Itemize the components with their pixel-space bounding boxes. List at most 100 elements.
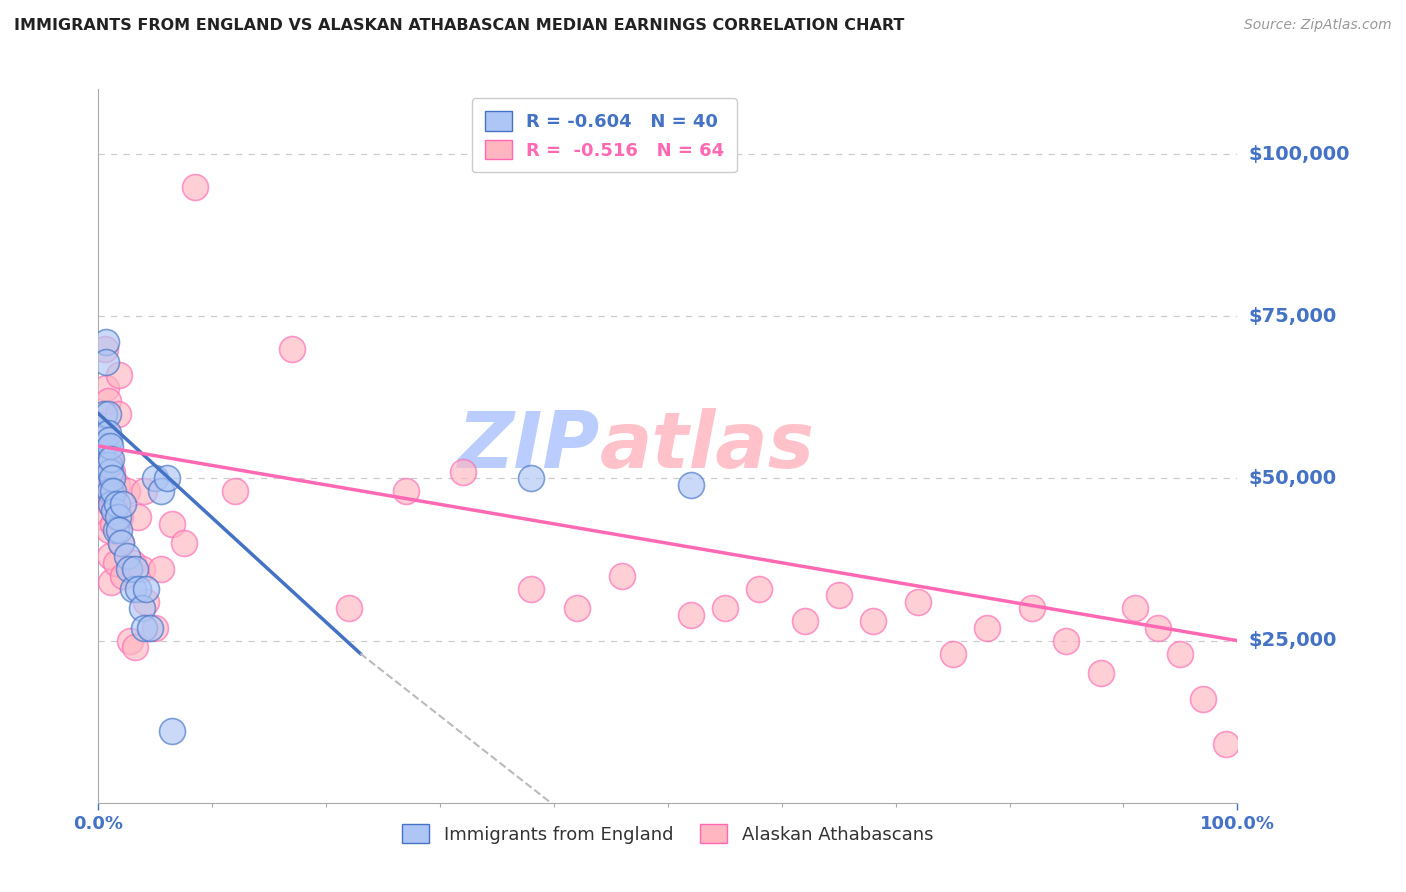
Point [100, 575, 122, 590]
Point [105, 497, 128, 511]
Point [451, 465, 474, 479]
Point [98, 465, 121, 479]
Point [162, 724, 184, 739]
Point [121, 556, 143, 570]
Point [90, 425, 112, 440]
Point [101, 465, 124, 479]
Point [127, 582, 149, 596]
Point [1170, 647, 1192, 661]
Text: IMMIGRANTS FROM ENGLAND VS ALASKAN ATHABASCAN MEDIAN EARNINGS CORRELATION CHART: IMMIGRANTS FROM ENGLAND VS ALASKAN ATHAB… [14, 18, 904, 33]
Text: $25,000: $25,000 [1249, 632, 1337, 650]
Point [395, 484, 418, 499]
Point [1054, 633, 1078, 648]
Point [96, 407, 118, 421]
Point [108, 510, 131, 524]
Point [97, 433, 120, 447]
Point [793, 614, 815, 628]
Point [103, 484, 125, 499]
Point [108, 368, 131, 382]
Point [93, 510, 115, 524]
Point [96, 354, 118, 368]
Point [98, 439, 121, 453]
Point [1090, 666, 1112, 681]
Point [679, 607, 702, 622]
Point [1215, 738, 1237, 752]
Point [97, 452, 120, 467]
Point [132, 484, 155, 499]
Point [107, 407, 129, 421]
Point [115, 549, 138, 564]
Point [138, 621, 160, 635]
Point [112, 568, 135, 582]
Point [98, 484, 121, 499]
Point [97, 524, 120, 538]
Point [110, 536, 132, 550]
Point [1192, 692, 1215, 706]
Point [104, 524, 127, 538]
Point [127, 510, 149, 524]
Point [976, 621, 998, 635]
Point [612, 568, 634, 582]
Point [907, 595, 929, 609]
Point [1146, 621, 1168, 635]
Legend: Immigrants from England, Alaskan Athabascans: Immigrants from England, Alaskan Athabas… [395, 816, 941, 851]
Point [862, 614, 884, 628]
Point [1021, 601, 1043, 615]
Point [98, 497, 121, 511]
Point [162, 516, 184, 531]
Point [96, 393, 118, 408]
Point [132, 621, 155, 635]
Point [93, 439, 115, 453]
Point [93, 458, 115, 473]
Point [105, 478, 128, 492]
Point [337, 601, 360, 615]
Point [103, 516, 125, 531]
Text: ZIP: ZIP [457, 408, 599, 484]
Point [103, 504, 125, 518]
Point [124, 562, 146, 576]
Point [281, 342, 304, 356]
Point [93, 407, 115, 421]
Point [121, 582, 143, 596]
Text: Source: ZipAtlas.com: Source: ZipAtlas.com [1244, 18, 1392, 32]
Point [110, 536, 132, 550]
Point [96, 484, 118, 499]
Point [131, 562, 153, 576]
Point [103, 497, 125, 511]
Point [184, 179, 207, 194]
Point [520, 471, 543, 485]
Point [173, 536, 195, 550]
Point [98, 471, 121, 485]
Point [942, 647, 965, 661]
Point [94, 458, 117, 473]
Point [94, 478, 117, 492]
Point [565, 601, 588, 615]
Point [150, 562, 173, 576]
Point [101, 471, 124, 485]
Point [100, 497, 122, 511]
Point [224, 484, 246, 499]
Point [100, 452, 122, 467]
Point [96, 381, 118, 395]
Point [828, 588, 851, 602]
Point [115, 484, 138, 499]
Point [96, 425, 118, 440]
Point [145, 471, 167, 485]
Point [97, 458, 120, 473]
Point [124, 640, 146, 654]
Point [107, 510, 129, 524]
Point [91, 484, 114, 499]
Point [104, 556, 127, 570]
Point [156, 471, 179, 485]
Point [714, 601, 737, 615]
Point [98, 549, 121, 564]
Text: $75,000: $75,000 [1249, 307, 1337, 326]
Point [90, 439, 112, 453]
Point [135, 582, 157, 596]
Point [520, 582, 543, 596]
Point [100, 491, 122, 505]
Point [96, 335, 118, 350]
Point [748, 582, 770, 596]
Point [679, 478, 702, 492]
Point [135, 595, 157, 609]
